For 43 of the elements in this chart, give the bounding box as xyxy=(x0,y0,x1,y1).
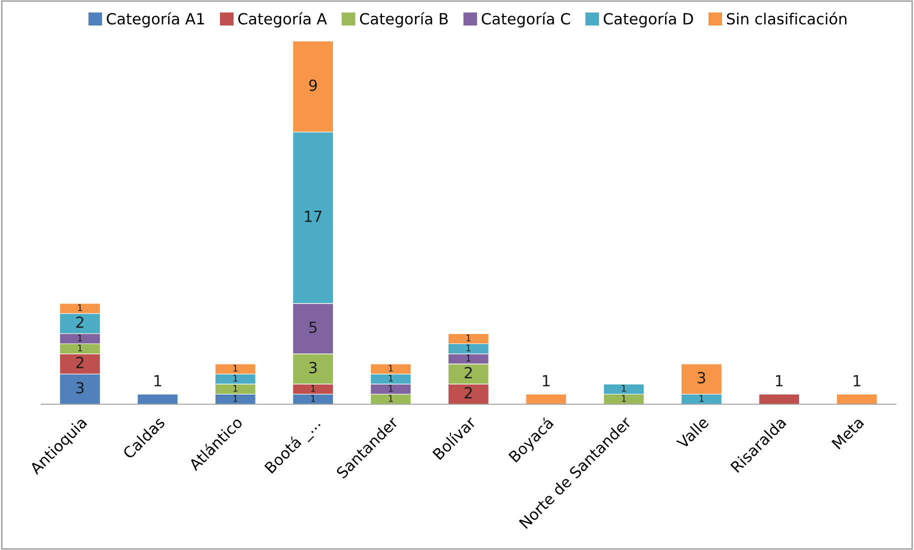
legend-label: Categoría C xyxy=(482,12,570,28)
data-label: 5 xyxy=(309,322,317,334)
data-label: 1 xyxy=(388,385,393,392)
legend-label: Categoría D xyxy=(604,12,693,28)
data-label: 1 xyxy=(466,354,470,362)
data-label: 1 xyxy=(78,344,82,352)
bar xyxy=(758,394,800,404)
data-label: 1 xyxy=(388,395,393,402)
bar xyxy=(137,394,178,404)
data-label: 1 xyxy=(78,334,82,342)
legend-label: Categoría B xyxy=(360,12,448,28)
bar xyxy=(836,394,878,404)
data-label: 1 xyxy=(466,334,470,342)
data-label: 1 xyxy=(311,395,316,402)
bar xyxy=(526,394,567,404)
data-label: 3 xyxy=(698,372,706,384)
data-label: 2 xyxy=(76,356,84,368)
data-label: 1 xyxy=(154,375,162,386)
legend-label: Categoría A1 xyxy=(106,12,204,28)
data-label: 1 xyxy=(233,395,238,402)
data-label: 3 xyxy=(309,362,317,374)
data-label: 2 xyxy=(464,366,472,378)
data-label: 1 xyxy=(388,364,393,372)
data-label: 1 xyxy=(311,385,316,392)
data-label: 1 xyxy=(466,344,470,352)
data-label: 2 xyxy=(76,316,84,328)
data-label: 1 xyxy=(776,375,783,386)
data-label: 1 xyxy=(233,374,238,382)
data-label: 1 xyxy=(622,395,626,402)
data-label: 17 xyxy=(305,210,322,222)
data-label: 1 xyxy=(78,304,82,311)
data-label: 9 xyxy=(309,80,317,92)
data-label: 1 xyxy=(233,364,238,372)
data-label: 1 xyxy=(233,385,238,392)
legend-label: Categoría A xyxy=(238,12,327,28)
data-label: 3 xyxy=(76,382,84,394)
data-label: 1 xyxy=(388,374,393,382)
data-label: 1 xyxy=(854,375,860,386)
data-label: 1 xyxy=(622,385,626,392)
data-label: 2 xyxy=(464,387,472,398)
data-label: 1 xyxy=(542,375,550,386)
legend-label: Sin clasificación xyxy=(726,12,846,25)
data-label: 1 xyxy=(700,395,704,402)
